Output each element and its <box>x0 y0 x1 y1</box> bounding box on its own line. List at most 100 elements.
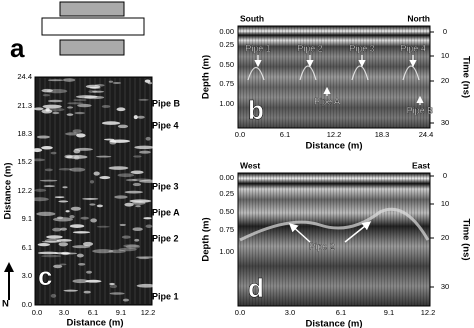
y-tick-label: 3.0 <box>22 271 32 280</box>
speckle <box>76 253 84 258</box>
speckle <box>130 170 144 175</box>
speckle <box>96 225 110 228</box>
speckle <box>85 279 102 283</box>
speckle <box>45 107 50 112</box>
speckle <box>129 199 152 203</box>
panel-label: a <box>10 33 25 63</box>
pipe-label: Pipe 4 <box>152 120 179 130</box>
speckle <box>117 173 135 178</box>
speckle <box>114 195 128 199</box>
y-tick-label: 9.1 <box>22 214 32 223</box>
speckle <box>92 249 114 254</box>
side-title: North <box>407 13 430 23</box>
radargram-texture <box>238 26 430 128</box>
speckle <box>56 239 72 242</box>
speckle <box>58 167 72 171</box>
speckle <box>41 146 53 150</box>
speckle <box>80 216 89 220</box>
speckle <box>145 224 153 229</box>
speckle <box>60 227 67 231</box>
speckle <box>137 115 145 119</box>
speckle <box>123 244 140 248</box>
speckle <box>73 98 87 102</box>
x-tick-label: 3.0 <box>59 308 69 317</box>
radargram-texture <box>238 173 430 306</box>
y-axis-title: Distance (m) <box>3 162 14 219</box>
x-axis-title: Distance (m) <box>305 141 362 152</box>
speckle <box>47 79 64 82</box>
speckle <box>145 136 151 141</box>
speckle <box>125 178 138 182</box>
x-tick-label: 12.2 <box>421 308 436 317</box>
x-tick-label: 9.1 <box>116 308 126 317</box>
y-tick-label: 6.1 <box>22 243 32 252</box>
speckle <box>134 238 140 242</box>
speckle <box>53 264 63 269</box>
speckle <box>136 283 157 288</box>
speckle <box>37 243 50 247</box>
speckle <box>74 111 85 115</box>
speckle <box>135 256 157 259</box>
pipe-label: Pipe B <box>152 98 181 108</box>
pipe-annotation: Pipe 3 <box>349 43 375 53</box>
speckle <box>58 242 69 247</box>
speckle <box>47 99 63 103</box>
y-tick-label: 0.00 <box>219 27 234 36</box>
y-tick-label: 15.2 <box>17 157 32 166</box>
pipe-annotation: Pipe A <box>314 96 340 106</box>
speckle <box>82 241 94 247</box>
speckle <box>69 214 75 219</box>
speckle <box>54 252 71 255</box>
y2-tick-label: 0 <box>443 27 447 36</box>
y2-tick-label: 0 <box>443 171 447 180</box>
survey-area <box>41 17 145 36</box>
speckle <box>39 179 58 182</box>
arrow <box>288 222 311 243</box>
speckle <box>56 216 64 219</box>
y-tick-label: 0.75 <box>219 225 234 234</box>
speckle <box>65 132 79 136</box>
north-arrow-head <box>4 262 14 272</box>
speckle <box>44 238 60 243</box>
speckle <box>89 203 96 206</box>
speckle <box>116 107 126 112</box>
speckle <box>41 240 62 243</box>
speckle <box>139 179 159 183</box>
arrow <box>344 221 372 243</box>
speckle <box>124 202 134 207</box>
speckle <box>37 251 59 255</box>
survey-line <box>59 1 125 17</box>
x-tick-label: 24.4 <box>419 130 434 139</box>
speckle <box>101 104 111 108</box>
speckle <box>117 124 129 129</box>
speckle <box>43 185 56 187</box>
speckle <box>93 171 100 176</box>
panel-d-image <box>237 172 431 307</box>
speckle <box>133 155 142 158</box>
speckle <box>72 279 89 284</box>
north-label: N <box>2 299 9 310</box>
speckle <box>52 227 62 232</box>
panel-label: b <box>248 95 264 125</box>
side-title: East <box>412 160 430 170</box>
speckle <box>63 289 79 292</box>
speckle <box>125 244 140 249</box>
x-tick-label: 6.1 <box>336 308 346 317</box>
speckle <box>50 151 57 155</box>
speckle <box>109 292 125 295</box>
survey-line <box>59 39 125 56</box>
panel-b-image <box>237 25 431 129</box>
y2-tick-label: 20 <box>441 233 449 242</box>
speckle <box>75 95 98 99</box>
speckle <box>36 135 50 139</box>
speckle <box>69 224 85 228</box>
speckle <box>78 263 86 266</box>
x-tick-label: 6.1 <box>88 308 98 317</box>
panel-label: c <box>38 261 52 291</box>
y-tick-label: 1.00 <box>219 99 234 108</box>
speckle <box>83 290 91 294</box>
speckle <box>34 188 47 192</box>
x-tick-label: 0.0 <box>235 308 245 317</box>
speckle <box>54 196 65 198</box>
